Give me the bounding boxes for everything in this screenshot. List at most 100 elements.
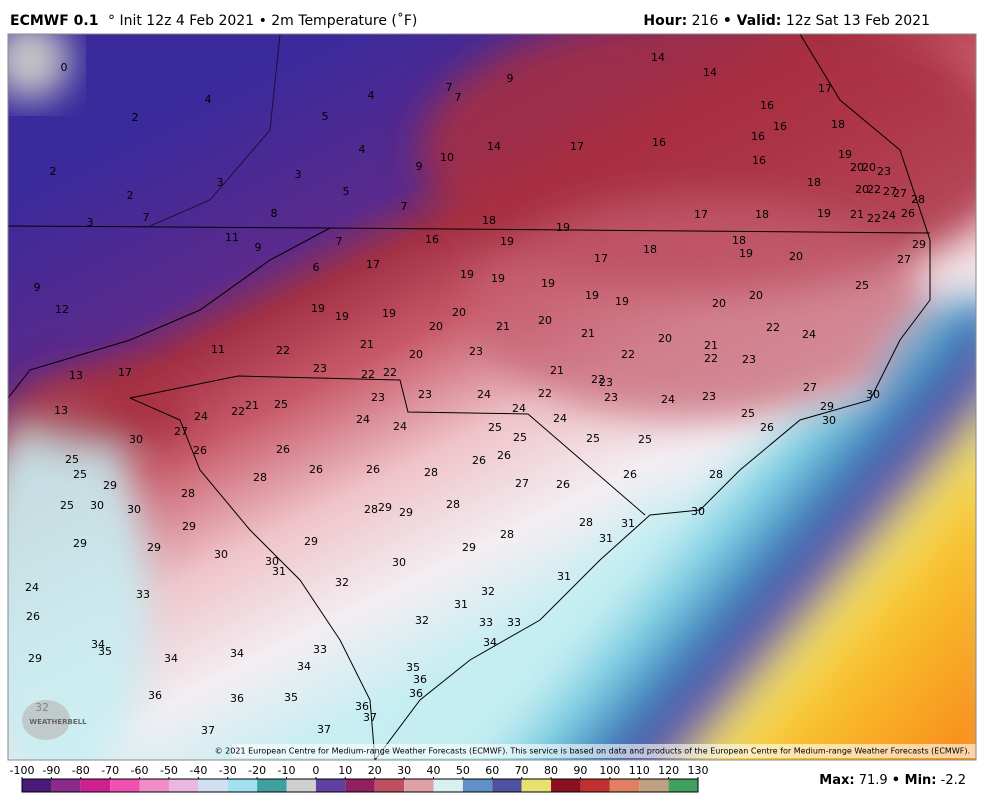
temperature: 20 — [658, 332, 672, 345]
temperature: 25 — [488, 421, 502, 434]
temperature: 7 — [143, 211, 150, 224]
hour-label: Hour: — [643, 13, 687, 29]
temperature: 30 — [392, 556, 406, 569]
temperature: 25 — [586, 432, 600, 445]
temperature: 18 — [831, 118, 845, 131]
colorbar-segment — [551, 779, 581, 792]
colorbar-segment — [462, 779, 493, 792]
temperature: 31 — [272, 565, 286, 578]
temperature: 31 — [599, 532, 613, 545]
temperature: 36 — [148, 689, 162, 702]
temperature: 17 — [694, 208, 708, 221]
temperature: 30 — [822, 414, 836, 427]
temperature: 22 — [766, 321, 780, 334]
temperature: 33 — [136, 588, 150, 601]
temperature: 11 — [225, 231, 239, 244]
colorbar-segment — [110, 779, 140, 792]
colorbar-tick-label: -90 — [42, 764, 60, 777]
colorbar-segment — [286, 779, 316, 792]
temperature: 17 — [118, 366, 132, 379]
temperature: 9 — [507, 72, 514, 85]
temperature: 24 — [393, 420, 407, 433]
temperature: 19 — [838, 148, 852, 161]
temperature: 22 — [867, 212, 881, 225]
temperature: 34 — [297, 660, 311, 673]
temperature: 20 — [789, 250, 803, 263]
temperature: 23 — [877, 165, 891, 178]
temperature: 32 — [481, 585, 495, 598]
temperature: 26 — [623, 468, 637, 481]
temperature: 19 — [615, 295, 629, 308]
colorbar-segment — [51, 779, 81, 792]
temperature: 24 — [553, 412, 567, 425]
hour: 216 — [692, 13, 719, 29]
temperature: 35 — [406, 661, 420, 674]
colorbar-tick-label: 20 — [368, 764, 382, 777]
temperature: 19 — [556, 221, 570, 234]
temperature: 30 — [214, 548, 228, 561]
temperature: 21 — [704, 339, 718, 352]
colorbar-segment — [492, 779, 522, 792]
temperature: 23 — [599, 376, 613, 389]
temperature: 22 — [538, 387, 552, 400]
temperature: 20 — [749, 289, 763, 302]
temperature: 35 — [284, 691, 298, 704]
temperature: 22 — [867, 183, 881, 196]
temperature: 17 — [366, 258, 380, 271]
temperature: 13 — [69, 369, 83, 382]
temperature: 24 — [661, 393, 675, 406]
temperature: 13 — [54, 404, 68, 417]
temperature: 28 — [253, 471, 267, 484]
logo: WEATHERBELL — [29, 718, 87, 726]
temperature: 2 — [50, 165, 57, 178]
temperature: 3 — [217, 176, 224, 189]
temperature: 4 — [368, 89, 375, 102]
temperature: 22 — [383, 366, 397, 379]
temperature: 33 — [479, 616, 493, 629]
temperature: 3 — [87, 216, 94, 229]
temperature: 27 — [515, 477, 529, 490]
temperature: 35 — [98, 645, 112, 658]
temperature: 9 — [34, 281, 41, 294]
temperature: 24 — [512, 402, 526, 415]
temperature: 17 — [594, 252, 608, 265]
temperature: 27 — [174, 425, 188, 438]
temperature: 29 — [147, 541, 161, 554]
temperature: 7 — [336, 235, 343, 248]
temperature: 4 — [359, 143, 366, 156]
temperature: 25 — [855, 279, 869, 292]
colorbar-segment — [609, 779, 640, 792]
temperature: 14 — [703, 66, 717, 79]
colorbar-tick-label: 60 — [485, 764, 499, 777]
temperature: 34 — [230, 647, 244, 660]
colorbar-tick-label: 30 — [397, 764, 411, 777]
colorbar-tick-label: 110 — [629, 764, 650, 777]
temperature: 29 — [73, 537, 87, 550]
temperature: 19 — [541, 277, 555, 290]
temperature: 27 — [893, 187, 907, 200]
temperature: 7 — [401, 200, 408, 213]
colorbar-tick-label: 50 — [456, 764, 470, 777]
temperature: 3 — [295, 168, 302, 181]
temperature: 28 — [579, 516, 593, 529]
temperature: 16 — [425, 233, 439, 246]
min: -2.2 — [941, 773, 966, 788]
temperature: 30 — [265, 555, 279, 568]
temperature: 26 — [901, 207, 915, 220]
temperature: 37 — [201, 724, 215, 737]
temperature: 27 — [897, 253, 911, 266]
temperature: 19 — [382, 307, 396, 320]
temperature: 22 — [276, 344, 290, 357]
temperature: 18 — [755, 208, 769, 221]
temperature: 24 — [802, 328, 816, 341]
colorbar-tick-label: 80 — [544, 764, 558, 777]
temperature: 24 — [194, 410, 208, 423]
temperature: 12 — [55, 303, 69, 316]
temperature: 24 — [356, 413, 370, 426]
temperature: 27 — [883, 185, 897, 198]
temperature: 16 — [773, 120, 787, 133]
temperature: 20 — [429, 320, 443, 333]
temperature: 17 — [818, 82, 832, 95]
temperature: 34 — [483, 636, 497, 649]
